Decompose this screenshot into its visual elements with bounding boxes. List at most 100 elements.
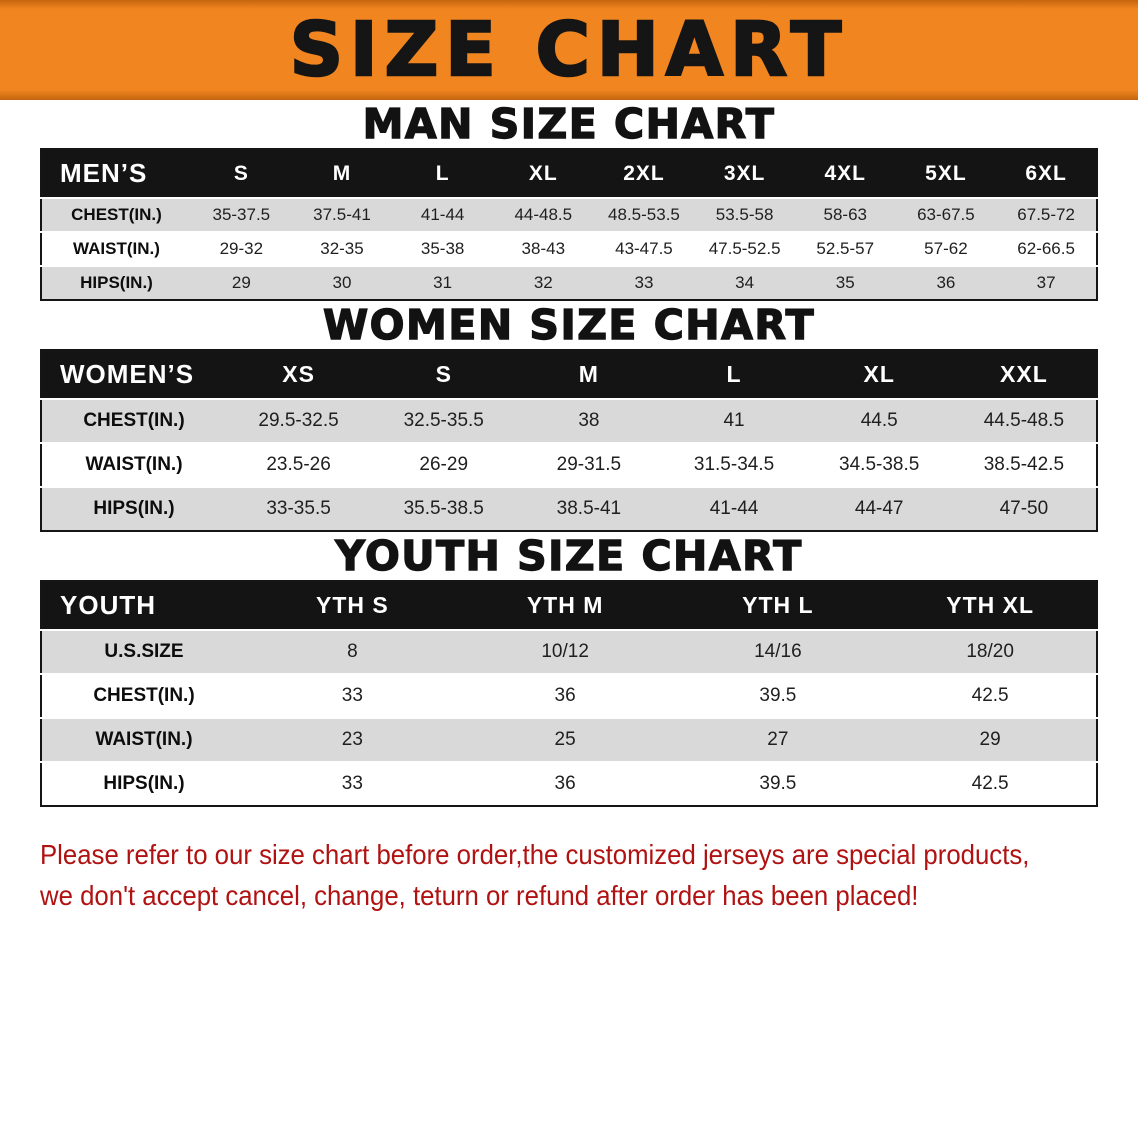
- value-cell: 23.5-26: [266, 454, 331, 475]
- table-header-row: YOUTH YTH S YTH M YTH L YTH XL: [41, 581, 1097, 630]
- value-cell: 38.5-41: [556, 498, 622, 519]
- value-cell: 18/20: [966, 641, 1014, 662]
- disclaimer-line-1: Please refer to our size chart before or…: [40, 839, 1030, 870]
- table-row: CHEST(IN.) 33 36 39.5 42.5: [41, 674, 1097, 718]
- value-cell: 52.5-57: [816, 239, 875, 258]
- value-cell: 33: [341, 773, 363, 794]
- value-cell: 44-48.5: [514, 205, 573, 224]
- value-cell: 33: [341, 685, 363, 706]
- value-cell: 23: [341, 729, 363, 750]
- table-title-cell: MEN’S: [60, 158, 148, 188]
- value-cell: 35-38: [420, 239, 465, 258]
- value-cell: 30: [332, 273, 352, 292]
- value-cell: 53.5-58: [715, 205, 774, 224]
- table-row: HIPS(IN.) 33-35.5 35.5-38.5 38.5-41 41-44 44-…: [41, 487, 1097, 531]
- value-cell: 32-35: [320, 239, 364, 258]
- youth-size-table: YOUTH YTH S YTH M YTH L YTH XL U.S.SIZE 8 10/12…: [40, 580, 1098, 807]
- size-header-cell: M: [578, 361, 599, 387]
- size-header-cell: YTH S: [316, 592, 389, 618]
- table-header-row: MEN’S S M L XL 2XL 3XL 4XL 5XL 6XL: [41, 149, 1097, 198]
- value-cell: 31: [433, 273, 453, 292]
- value-cell: 58-63: [823, 205, 867, 224]
- table-row: U.S.SIZE 8 10/12 14/16 18/20: [41, 630, 1097, 674]
- value-cell: 41-44: [420, 205, 465, 224]
- row-label-cell: U.S.SIZE: [104, 641, 184, 662]
- size-header-cell: XS: [282, 361, 315, 387]
- value-cell: 47-50: [999, 498, 1049, 519]
- value-cell: 34: [735, 273, 755, 292]
- value-cell: 26-29: [419, 454, 469, 475]
- women-size-chart-section: WOMEN SIZE CHART WOMEN’S XS S M L XL XXL CHEST(…: [0, 300, 1138, 532]
- row-label-cell: WAIST(IN.): [85, 454, 183, 475]
- value-cell: 37.5-41: [313, 205, 371, 224]
- row-label-cell: WAIST(IN.): [95, 729, 193, 750]
- value-cell: 35-37.5: [212, 205, 271, 224]
- women-size-chart-heading: WOMEN SIZE CHART: [322, 300, 816, 349]
- size-chart-banner: SIZE CHART: [0, 0, 1138, 100]
- youth-size-chart-heading: YOUTH SIZE CHART: [335, 531, 803, 580]
- value-cell: 44-47: [854, 498, 904, 519]
- value-cell: 36: [554, 773, 576, 794]
- size-header-cell: XL: [528, 161, 558, 185]
- value-cell: 36: [936, 273, 956, 292]
- row-label-cell: HIPS(IN.): [103, 773, 185, 794]
- row-label-cell: HIPS(IN.): [80, 273, 153, 292]
- row-label-cell: CHEST(IN.): [71, 205, 162, 224]
- value-cell: 39.5: [759, 685, 797, 706]
- value-cell: 8: [347, 641, 358, 662]
- value-cell: 29-32: [219, 239, 264, 258]
- youth-size-chart-section: YOUTH SIZE CHART YOUTH YTH S YTH M YTH L YTH…: [0, 531, 1138, 807]
- value-cell: 43-47.5: [615, 239, 673, 258]
- value-cell: 37: [1036, 273, 1056, 292]
- size-header-cell: L: [726, 361, 742, 387]
- value-cell: 27: [767, 729, 789, 750]
- value-cell: 32.5-35.5: [403, 410, 484, 431]
- row-label-cell: HIPS(IN.): [93, 498, 175, 519]
- value-cell: 44.5-48.5: [983, 410, 1065, 431]
- size-header-cell: XL: [863, 361, 895, 387]
- size-header-cell: 4XL: [824, 161, 867, 185]
- value-cell: 42.5: [971, 685, 1009, 706]
- size-header-cell: 3XL: [723, 161, 766, 185]
- size-header-cell: YTH L: [742, 592, 814, 618]
- value-cell: 31.5-34.5: [693, 454, 775, 475]
- size-header-cell: S: [435, 361, 452, 387]
- table-row: WAIST(IN.) 29-32 32-35 35-38 38-43 43-47.5 47.…: [41, 232, 1097, 266]
- row-label-cell: CHEST(IN.): [93, 685, 195, 706]
- table-row: CHEST(IN.) 35-37.5 37.5-41 41-44 44-48.5 48.5…: [41, 198, 1097, 232]
- value-cell: 47.5-52.5: [708, 239, 781, 258]
- value-cell: 41: [723, 410, 745, 431]
- size-header-cell: L: [435, 161, 450, 185]
- value-cell: 29: [979, 729, 1001, 750]
- value-cell: 41-44: [709, 498, 759, 519]
- value-cell: 35: [835, 273, 855, 292]
- value-cell: 32: [533, 273, 553, 292]
- value-cell: 10/12: [541, 641, 589, 662]
- size-header-cell: XXL: [1000, 361, 1048, 387]
- size-header-cell: 5XL: [925, 161, 967, 185]
- value-cell: 25: [554, 729, 576, 750]
- table-row: WAIST(IN.) 23 25 27 29: [41, 718, 1097, 762]
- table-row: HIPS(IN.) 29 30 31 32 33 34 35 36 37: [41, 266, 1097, 300]
- table-row: WAIST(IN.) 23.5-26 26-29 29-31.5 31.5-34.5 34…: [41, 443, 1097, 487]
- value-cell: 36: [554, 685, 576, 706]
- value-cell: 67.5-72: [1017, 205, 1075, 224]
- value-cell: 42.5: [971, 773, 1009, 794]
- table-title-cell: WOMEN’S: [60, 359, 195, 389]
- men-size-table: MEN’S S M L XL 2XL 3XL 4XL 5XL 6XL CHEST(IN.) 35-37…: [40, 148, 1098, 301]
- value-cell: 35.5-38.5: [403, 498, 484, 519]
- disclaimer-text: Please refer to our size chart before or…: [0, 835, 1138, 916]
- value-cell: 38.5-42.5: [983, 454, 1065, 475]
- value-cell: 44.5: [860, 410, 898, 431]
- value-cell: 33: [634, 273, 654, 292]
- row-label-cell: WAIST(IN.): [73, 239, 160, 258]
- value-cell: 62-66.5: [1017, 239, 1075, 258]
- men-size-chart-heading: MAN SIZE CHART: [362, 99, 776, 148]
- value-cell: 63-67.5: [917, 205, 975, 224]
- size-header-cell: 2XL: [623, 161, 665, 185]
- size-chart-title: SIZE CHART: [289, 6, 849, 95]
- table-row: HIPS(IN.) 33 36 39.5 42.5: [41, 762, 1097, 806]
- women-size-table: WOMEN’S XS S M L XL XXL CHEST(IN.) 29.5-32.5 32.5…: [40, 349, 1098, 532]
- value-cell: 29.5-32.5: [258, 410, 339, 431]
- value-cell: 29: [231, 273, 251, 292]
